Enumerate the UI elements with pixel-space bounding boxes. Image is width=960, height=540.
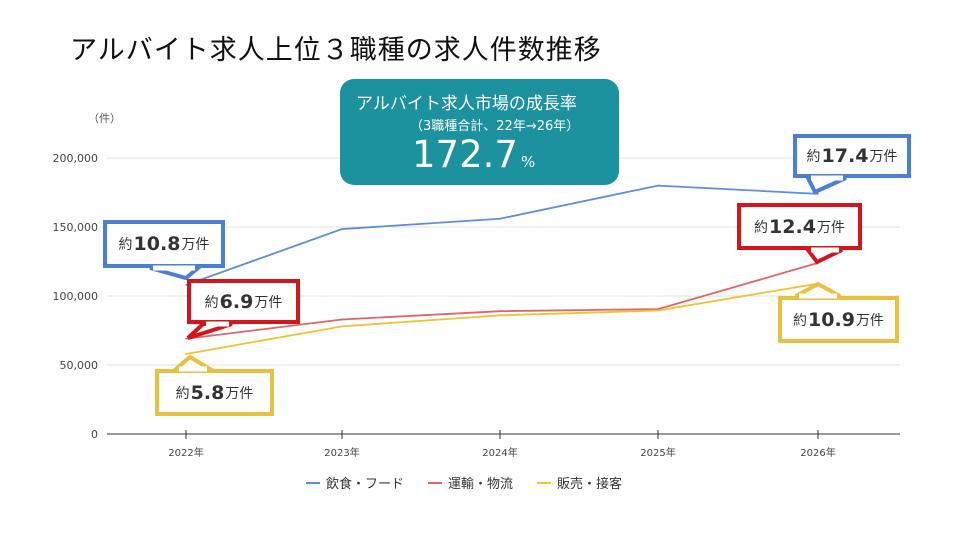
data-point [817,262,819,264]
callout-value: 5.8 [190,381,225,404]
y-tick-label: 0 [91,428,98,441]
x-tick-label: 2023年 [324,446,359,459]
legend-label: 飲食・フード [326,477,405,492]
value-callout: 約 5.8 万件 [155,369,274,416]
legend-label: 販売・接客 [557,477,623,492]
growth-rate-card: アルバイト求人市場の成長率 （3職種合計、22年→26年） 172.7% [340,79,619,185]
value-callout: 約 10.9 万件 [778,296,899,343]
callout-value: 17.4 [821,145,869,167]
data-point [185,337,187,340]
data-point [499,310,501,312]
legend-label: 運輸・物流 [448,477,514,492]
legend: 飲食・フード 運輸・物流 販売・接客 [306,473,622,492]
growth-rate-unit: % [520,153,536,171]
data-point [341,228,343,230]
page-title: アルバイト求人上位３職種の求人件数推移 [70,35,602,66]
value-callout: 約 10.8 万件 [103,220,225,268]
y-tick-label: 150,000 [53,221,99,234]
callout-value: 10.8 [133,233,181,255]
callout-value: 12.4 [769,215,816,238]
x-tick-label: 2024年 [482,446,517,459]
callout-suffix: 万件 [869,149,898,165]
data-point [817,193,819,195]
callout-suffix: 万件 [181,237,210,253]
data-point [657,308,659,310]
callout-suffix: 万件 [254,294,283,311]
x-tick-label: 2022年 [168,446,203,459]
series-line-0 [185,184,819,286]
legend-swatch [537,481,552,484]
y-axis-unit-label: （件） [88,112,121,125]
legend-item-food[interactable]: 飲食・フード [306,473,404,492]
growth-rate-number: 172.7 [412,133,518,176]
legend-item-logistics[interactable]: 運輸・物流 [428,473,513,492]
callout-suffix: 万件 [816,219,845,236]
legend-swatch [306,481,320,484]
callout-prefix: 約 [204,294,219,311]
data-point [499,217,501,220]
value-callout: 約 12.4 万件 [737,203,862,250]
growth-rate-value: 172.7% [412,133,535,176]
data-point [499,314,501,317]
data-point [657,309,659,312]
callout-prefix: 約 [806,149,821,165]
growth-rate-heading: アルバイト求人市場の成長率 [356,94,577,114]
data-point [341,318,343,321]
callout-prefix: 約 [175,385,190,402]
callout-value: 6.9 [219,290,254,313]
data-point [341,325,343,328]
callout-suffix: 万件 [225,385,254,402]
x-tick-label: 2026年 [800,446,835,459]
legend-item-sales[interactable]: 販売・接客 [537,473,622,492]
y-tick-label: 200,000 [53,152,99,165]
callout-suffix: 万件 [855,312,884,329]
legend-swatch [428,481,443,484]
y-tick-label: 100,000 [53,290,99,303]
data-point [185,284,187,286]
data-point [817,282,819,285]
callout-prefix: 約 [118,237,133,253]
value-callout: 約 6.9 万件 [187,279,300,324]
data-point [657,184,659,187]
x-tick-label: 2025年 [640,446,675,459]
callout-value: 10.9 [808,308,855,331]
growth-rate-subheading: （3職種合計、22年→26年） [410,119,580,134]
callout-prefix: 約 [754,219,769,236]
callout-prefix: 約 [793,312,808,329]
data-point [185,353,187,355]
y-tick-label: 50,000 [60,359,99,372]
value-callout: 約 17.4 万件 [793,134,911,178]
